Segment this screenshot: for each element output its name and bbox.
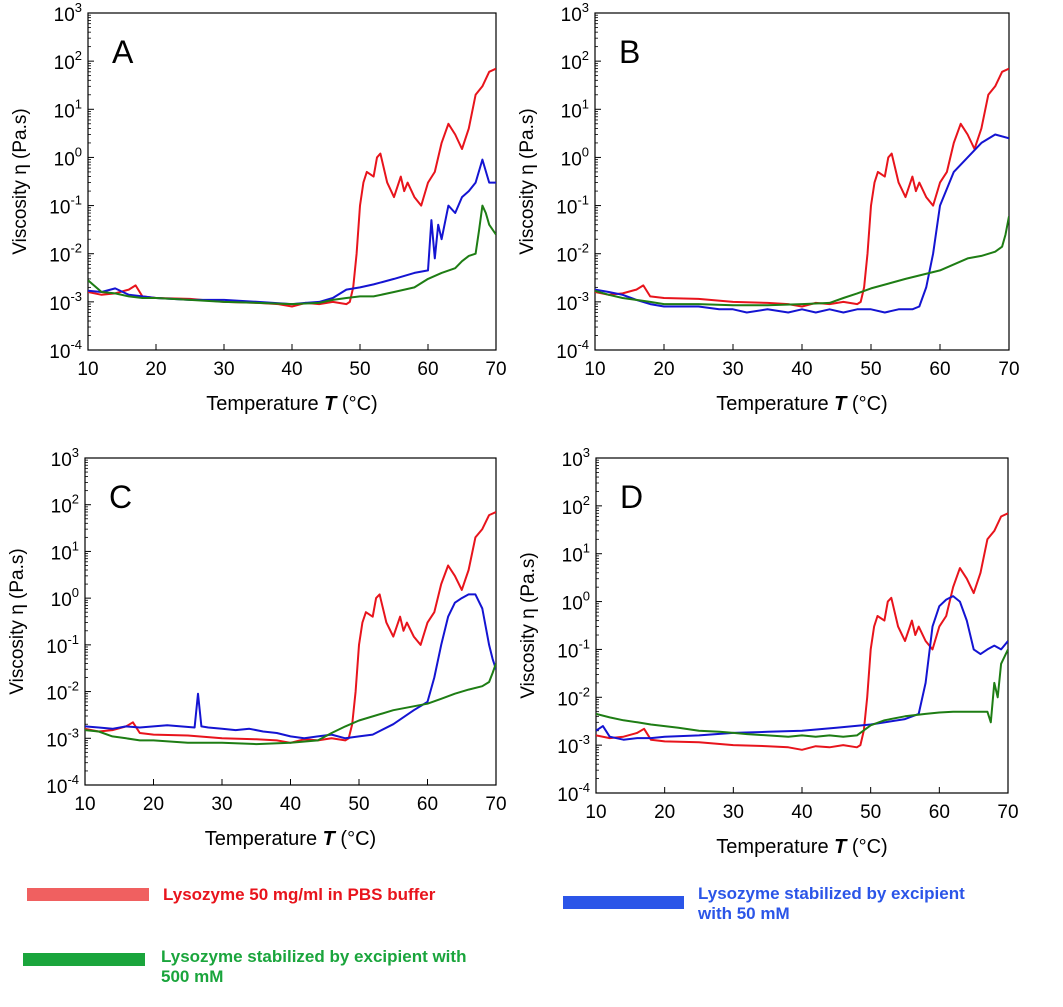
series-line-50mm <box>85 593 496 740</box>
y-tick-label: 10-1 <box>49 193 82 219</box>
panel-label: A <box>112 34 134 70</box>
x-tick-label: 70 <box>998 359 1019 380</box>
x-tick-label: 50 <box>348 794 369 815</box>
y-tick-label: 10-4 <box>46 772 79 798</box>
y-tick-label: 10-4 <box>557 780 590 806</box>
y-tick-label: 10-2 <box>556 241 589 267</box>
legend-label-pbs: Lysozyme 50 mg/ml in PBS buffer <box>163 885 436 904</box>
series-line-500mm <box>88 204 496 306</box>
y-tick-label: 10-2 <box>46 679 79 705</box>
y-tick-label: 10-3 <box>557 732 590 758</box>
x-tick-label: 50 <box>860 359 881 380</box>
panel-a: 10 20 30 40 50 60 70 10-4 10-3 10-2 10-1 100 101 102 1… <box>10 0 507 415</box>
y-tick-label: 103 <box>562 445 590 471</box>
y-tick-label: 100 <box>54 144 82 170</box>
legend-label-50mm: Lysozyme stabilized by excipient with 50… <box>698 884 965 923</box>
y-tick-label: 102 <box>562 493 590 519</box>
x-tick-label: 70 <box>485 794 506 815</box>
x-tick-label: 40 <box>791 802 812 823</box>
y-tick-label: 10-3 <box>556 289 589 315</box>
y-tick-label: 102 <box>561 48 589 74</box>
y-tick-label: 10-2 <box>49 241 82 267</box>
legend-swatch-500mm <box>23 953 145 966</box>
y-tick-label: 10-1 <box>557 636 590 662</box>
y-tick-label: 10-2 <box>557 684 590 710</box>
series-line-50mm <box>595 133 1009 314</box>
y-axis-label: Viscosity η (Pa.s) <box>517 108 538 254</box>
series-line-pbs <box>595 67 1009 308</box>
x-axis-label: Temperature T (°C) <box>206 393 377 415</box>
y-tick-label: 103 <box>54 0 82 26</box>
legend-item-50mm: Lysozyme stabilized by excipient with 50… <box>563 884 1043 930</box>
y-tick-label: 100 <box>51 585 79 611</box>
x-axis-label: Temperature T (°C) <box>205 828 376 850</box>
y-axis-label: Viscosity η (Pa.s) <box>518 552 539 698</box>
y-tick-label: 101 <box>562 541 590 567</box>
y-tick-label: 101 <box>54 96 82 122</box>
x-tick-label: 50 <box>860 802 881 823</box>
y-axis-label: Viscosity η (Pa.s) <box>7 548 28 694</box>
legend-label-500mm: Lysozyme stabilized by excipient with 50… <box>161 947 467 986</box>
x-tick-label: 70 <box>485 359 506 380</box>
legend-item-500mm: Lysozyme stabilized by excipient with 50… <box>23 947 523 993</box>
panel-label: D <box>620 479 643 515</box>
x-tick-label: 20 <box>653 359 674 380</box>
x-tick-label: 50 <box>349 359 370 380</box>
y-tick-label: 10-1 <box>556 193 589 219</box>
x-tick-label: 30 <box>211 794 232 815</box>
y-tick-label: 10-3 <box>46 725 79 751</box>
x-tick-label: 40 <box>791 359 812 380</box>
x-axis-label: Temperature T (°C) <box>716 393 887 415</box>
x-tick-label: 60 <box>929 802 950 823</box>
y-tick-label: 10-4 <box>556 337 589 363</box>
panel-b: 10 20 30 40 50 60 70 10-4 10-3 10-2 10-1 100 101 102 1… <box>517 0 1020 415</box>
panel-d: 10 20 30 40 50 60 70 10-4 10-3 10-2 10-1 100 101 102 1… <box>518 445 1019 858</box>
series-line-pbs <box>85 511 496 744</box>
x-tick-label: 70 <box>997 802 1018 823</box>
x-tick-label: 40 <box>281 359 302 380</box>
series-line-pbs <box>596 512 1008 751</box>
series-line-500mm <box>595 216 1009 307</box>
y-tick-label: 100 <box>561 144 589 170</box>
x-tick-label: 20 <box>145 359 166 380</box>
y-tick-label: 10-4 <box>49 337 82 363</box>
panel-label: C <box>109 479 132 515</box>
legend-item-pbs: Lysozyme 50 mg/ml in PBS buffer <box>27 885 527 915</box>
x-tick-label: 10 <box>74 794 95 815</box>
plot-frame <box>87 12 497 351</box>
x-tick-label: 60 <box>417 794 438 815</box>
y-tick-label: 102 <box>51 492 79 518</box>
panel-c: 10 20 30 40 50 60 70 10-4 10-3 10-2 10-1 100 101 102 1… <box>7 445 507 850</box>
y-tick-label: 103 <box>561 0 589 26</box>
legend-swatch-pbs <box>27 888 149 901</box>
y-tick-label: 10-1 <box>46 632 79 658</box>
series-line-500mm <box>85 663 496 746</box>
x-axis-label: Temperature T (°C) <box>716 836 887 858</box>
x-tick-label: 10 <box>585 802 606 823</box>
y-tick-label: 100 <box>562 589 590 615</box>
x-tick-label: 40 <box>280 794 301 815</box>
x-tick-label: 10 <box>584 359 605 380</box>
x-tick-label: 20 <box>654 802 675 823</box>
y-tick-label: 101 <box>51 538 79 564</box>
y-axis-label: Viscosity η (Pa.s) <box>10 108 31 254</box>
plot-frame <box>595 457 1009 794</box>
y-tick-label: 10-3 <box>49 289 82 315</box>
y-tick-label: 102 <box>54 48 82 74</box>
panel-label: B <box>619 34 640 70</box>
x-tick-label: 30 <box>723 802 744 823</box>
y-tick-label: 103 <box>51 445 79 471</box>
x-tick-label: 10 <box>77 359 98 380</box>
plot-frame <box>594 12 1010 351</box>
x-tick-label: 60 <box>929 359 950 380</box>
series-line-500mm <box>596 648 1008 738</box>
legend-swatch-50mm <box>563 896 684 909</box>
x-tick-label: 30 <box>722 359 743 380</box>
x-tick-label: 20 <box>143 794 164 815</box>
y-tick-label: 101 <box>561 96 589 122</box>
x-tick-label: 30 <box>213 359 234 380</box>
x-tick-label: 60 <box>417 359 438 380</box>
